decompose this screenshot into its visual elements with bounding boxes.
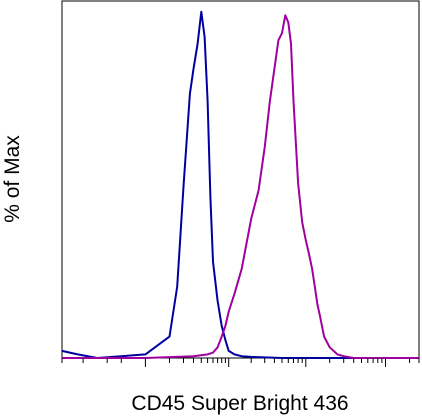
series-line-2 bbox=[62, 14, 419, 359]
y-axis-label: % of Max bbox=[1, 135, 24, 223]
series-layer bbox=[61, 10, 419, 359]
x-axis-label: CD45 Super Bright 436 bbox=[131, 392, 348, 415]
series-line-1 bbox=[61, 10, 419, 359]
plot-frame bbox=[61, 0, 420, 359]
x-axis-ticks bbox=[61, 358, 420, 367]
